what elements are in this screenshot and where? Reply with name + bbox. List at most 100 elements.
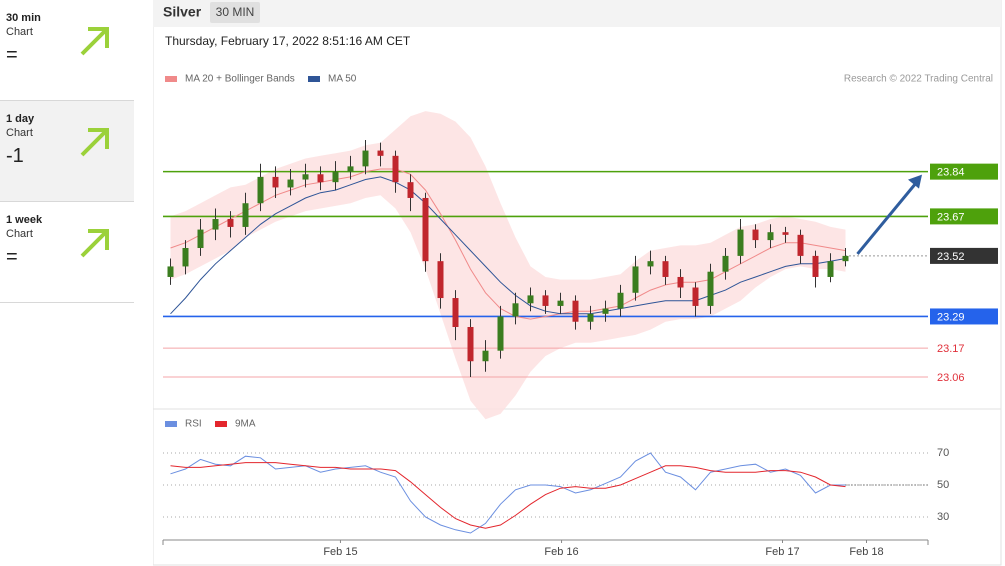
candle-body (842, 255, 849, 262)
sidebar: 30 min Chart = 1 day Chart -1 1 week Cha… (0, 0, 134, 303)
candle-body (557, 300, 564, 306)
card-label: Chart (6, 26, 33, 38)
signal: = (6, 44, 18, 66)
level-label: 23.06 (937, 372, 965, 384)
x-tick-label: Feb 17 (765, 546, 799, 558)
candle-body (182, 248, 189, 267)
arrow-icon (80, 128, 109, 157)
candle-body (197, 229, 204, 248)
timeframe-label: 30 MIN (216, 5, 255, 19)
candle-body (752, 229, 759, 241)
candle-body (542, 295, 549, 306)
rsi-line (170, 452, 846, 534)
header-bar (153, 0, 1001, 27)
signal-card[interactable]: 1 week Chart = (0, 202, 134, 303)
candle-body (602, 308, 609, 314)
timeframe-tab[interactable] (210, 2, 260, 23)
y-tick-label: 30 (937, 511, 949, 523)
candle-body (662, 261, 669, 277)
candle-body (497, 316, 504, 351)
signal: = (6, 246, 18, 268)
candle-body (302, 174, 309, 180)
candle-body (827, 261, 834, 277)
forecast-arrowhead (908, 174, 922, 189)
period: 1 week (6, 214, 43, 226)
legend-label: MA 20 + Bollinger Bands (185, 74, 295, 85)
candle-body (407, 182, 414, 198)
legend-label: 9MA (235, 419, 256, 430)
instrument-title: Silver (163, 4, 202, 20)
legend-label: RSI (185, 419, 202, 430)
bollinger-band (170, 111, 846, 420)
card-label: Chart (6, 127, 33, 139)
level-box (930, 247, 998, 264)
level-label: 23.52 (937, 251, 965, 263)
candle-body (167, 266, 174, 277)
y-tick-label: 70 (937, 447, 949, 459)
candle-body (572, 300, 579, 322)
level-box (930, 208, 998, 225)
legend-swatch (215, 421, 227, 427)
period: 30 min (6, 12, 41, 24)
level-label: 23.67 (937, 211, 965, 223)
ma-line (170, 176, 846, 315)
candle-body (317, 174, 324, 183)
candle-body (347, 166, 354, 172)
candle-body (722, 255, 729, 272)
x-tick-label: Feb 15 (323, 546, 357, 558)
source: Research © 2022 Trading Central (844, 74, 993, 85)
candle-body (332, 171, 339, 183)
forecast-arrow (856, 179, 920, 255)
candle-body (362, 150, 369, 167)
level-box (930, 163, 998, 180)
candle-body (467, 327, 474, 362)
candle-body (812, 255, 819, 277)
candle-body (677, 276, 684, 288)
candle-body (212, 219, 219, 230)
candle-body (512, 303, 519, 317)
ma-line (170, 168, 846, 320)
level-label: 23.29 (937, 311, 965, 323)
legend-swatch (165, 76, 177, 82)
candle-body (392, 155, 399, 183)
candle-body (647, 261, 654, 267)
signal: -1 (6, 145, 24, 167)
candle-body (422, 197, 429, 262)
card-label: Chart (6, 228, 33, 240)
x-tick-label: Feb 18 (849, 546, 883, 558)
candle-body (737, 229, 744, 256)
candle-body (257, 176, 264, 204)
candle-body (482, 350, 489, 362)
level-box (930, 308, 998, 325)
candle-body (242, 203, 249, 227)
candle-body (782, 232, 789, 235)
legend-swatch (165, 421, 177, 427)
legend-swatch (308, 76, 320, 82)
candle-body (377, 150, 384, 156)
candle-body (437, 261, 444, 299)
legend-label: MA 50 (328, 74, 357, 85)
candle-body (797, 234, 804, 256)
candle-body (227, 219, 234, 227)
arrow-icon (80, 229, 109, 258)
timestamp: Thursday, February 17, 2022 8:51:16 AM C… (165, 34, 411, 48)
x-tick-label: Feb 16 (544, 546, 578, 558)
level-label: 23.17 (937, 343, 965, 355)
candle-body (287, 179, 294, 188)
candle-body (692, 287, 699, 306)
candle-body (527, 295, 534, 304)
rsi-line (170, 462, 846, 529)
y-tick-label: 50 (937, 479, 949, 491)
signal-card[interactable]: 30 min Chart = (0, 0, 134, 101)
candle-body (632, 266, 639, 293)
candle-body (452, 298, 459, 327)
period: 1 day (6, 113, 35, 125)
chart-panel: Silver 30 MIN Thursday, February 17, 202… (153, 0, 1002, 566)
candle-body (707, 271, 714, 306)
level-label: 23.84 (937, 167, 965, 179)
candle-body (767, 232, 774, 241)
candle-body (617, 292, 624, 309)
candle-body (587, 313, 594, 322)
signal-card[interactable]: 1 day Chart -1 (0, 101, 134, 202)
